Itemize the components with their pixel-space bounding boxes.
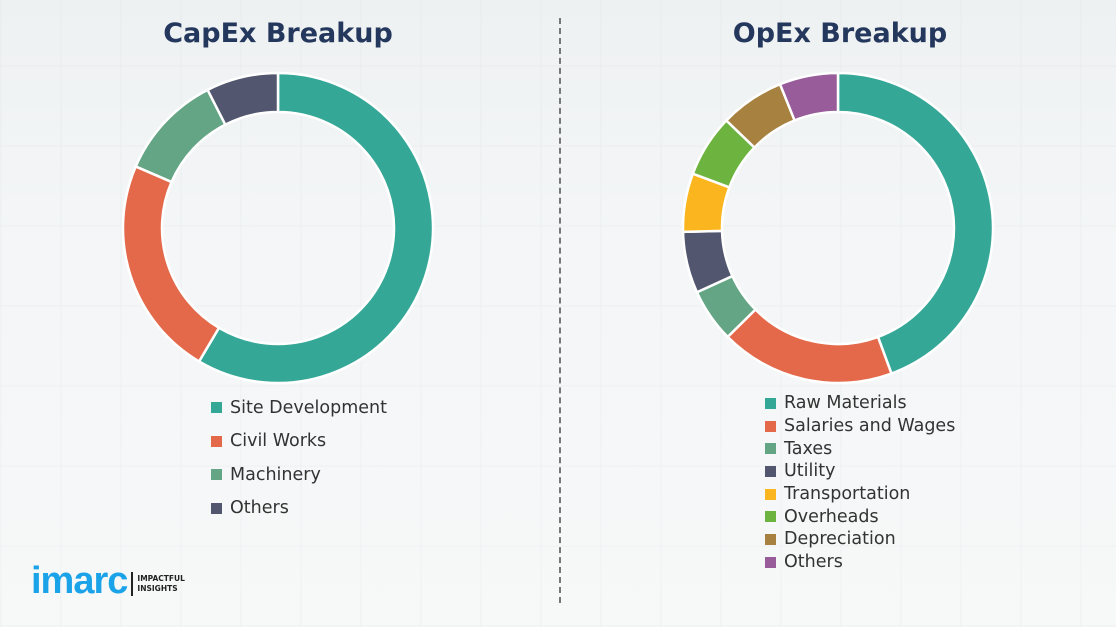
legend-label: Transportation <box>784 484 911 505</box>
legend-swatch <box>765 420 776 432</box>
legend-item: Machinery <box>211 458 387 492</box>
legend-label: Machinery <box>230 464 321 485</box>
legend-label: Depreciation <box>784 529 896 550</box>
legend-label: Others <box>784 552 843 573</box>
logo-tagline: IMPACTFUL INSIGHTS <box>137 574 184 594</box>
legend-swatch <box>765 533 776 545</box>
legend-swatch <box>211 502 222 514</box>
legend-swatch <box>765 397 776 409</box>
legend-item: Site Development <box>211 391 387 425</box>
legend-swatch <box>765 443 776 455</box>
legend-item: Taxes <box>765 437 955 460</box>
legend-swatch <box>211 402 222 414</box>
slice-others <box>205 71 280 127</box>
legend-item: Civil Works <box>211 425 387 459</box>
slice-raw-materials <box>836 71 995 376</box>
legend-label: Salaries and Wages <box>784 416 956 437</box>
legend-label: Civil Works <box>230 431 327 452</box>
legend-item: Overheads <box>765 505 955 528</box>
slice-others <box>778 71 840 123</box>
divider <box>559 18 561 603</box>
opex-title: OpEx Breakup <box>732 18 948 49</box>
slice-civil-works <box>121 164 221 364</box>
legend-item: Depreciation <box>765 528 955 551</box>
imarc-logo: imarc IMPACTFUL INSIGHTS <box>31 562 185 600</box>
legend-item: Raw Materials <box>765 392 955 415</box>
legend-swatch <box>211 469 222 481</box>
slice-site-development <box>197 71 435 385</box>
legend-label: Others <box>230 498 289 519</box>
capex-legend: Site Development Civil Works Machinery Othe… <box>211 391 387 525</box>
legend-label: Raw Materials <box>784 393 907 414</box>
slice-salaries-and-wages <box>725 307 894 385</box>
legend-item: Utility <box>765 460 955 483</box>
legend-swatch <box>765 556 776 568</box>
capex-title: CapEx Breakup <box>163 18 393 49</box>
legend-item: Others <box>211 492 387 526</box>
logo-word: imarc <box>31 560 128 602</box>
legend-label: Overheads <box>784 506 879 527</box>
legend-swatch <box>765 511 776 523</box>
logo-separator <box>131 572 134 596</box>
legend-label: Taxes <box>784 438 833 459</box>
opex-legend: Raw Materials Salaries and Wages Taxes Util… <box>765 392 955 574</box>
legend-swatch <box>211 435 222 447</box>
legend-swatch <box>765 488 776 500</box>
slice-machinery <box>134 88 228 184</box>
legend-item: Salaries and Wages <box>765 415 955 438</box>
logo-tagline-2: INSIGHTS <box>137 584 178 593</box>
legend-item: Transportation <box>765 483 955 506</box>
legend-label: Site Development <box>230 397 387 418</box>
logo-tagline-1: IMPACTFUL <box>137 574 185 583</box>
legend-label: Utility <box>784 461 836 482</box>
legend-swatch <box>765 465 776 477</box>
legend-item: Others <box>765 551 955 574</box>
